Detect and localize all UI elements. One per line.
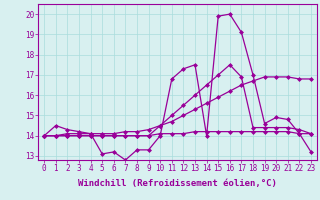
X-axis label: Windchill (Refroidissement éolien,°C): Windchill (Refroidissement éolien,°C)	[78, 179, 277, 188]
